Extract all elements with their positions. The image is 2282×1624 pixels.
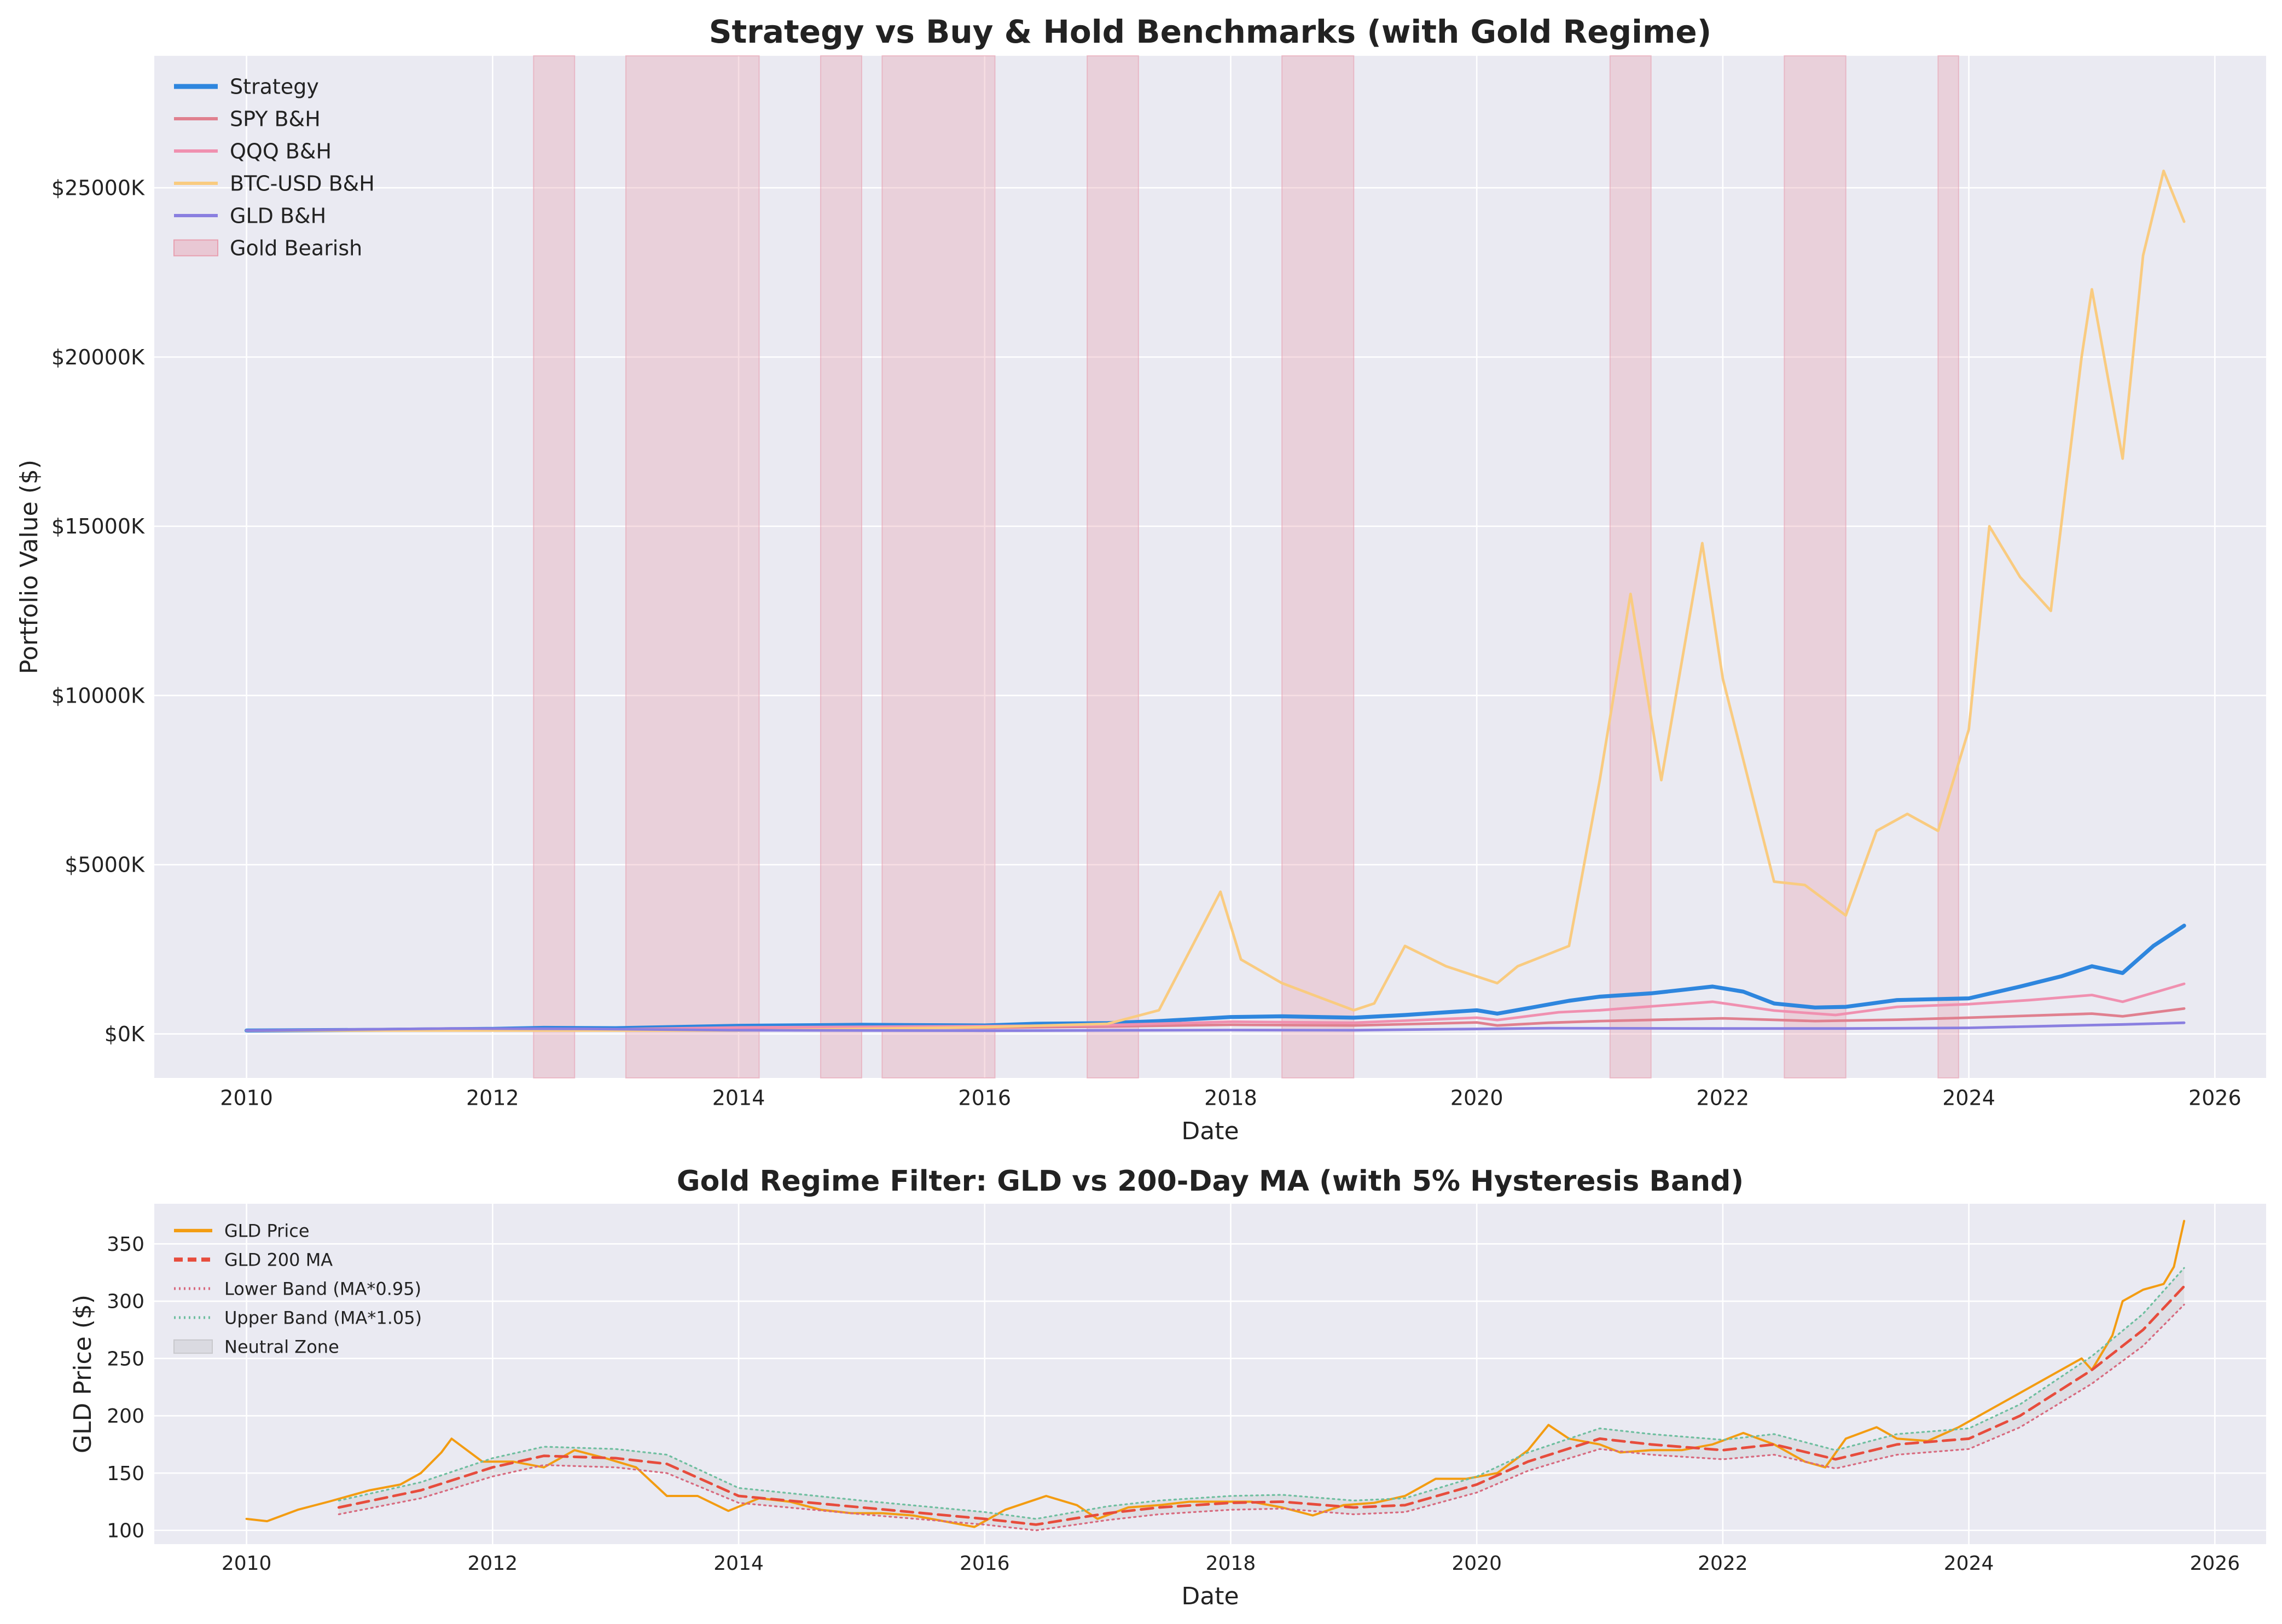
- y-tick-label: $15000K: [51, 514, 145, 538]
- y-tick-label: $10000K: [51, 683, 145, 707]
- gold-bearish-region: [1609, 55, 1652, 1078]
- bottom-plot-area: [154, 1204, 2266, 1544]
- portfolio-value-chart: $0K $5000K $10000K $15000K $20000K $25000K 20…: [15, 13, 2266, 1145]
- top-x-axis-label: Date: [1181, 1117, 1239, 1145]
- legend-label: GLD 200 MA: [224, 1250, 333, 1271]
- x-tick-label: 2020: [1450, 1086, 1503, 1110]
- legend-label: GLD B&H: [230, 204, 326, 228]
- series-line-strategy: [245, 924, 2186, 1033]
- top-x-tick-labels: 2010 2012 2014 2016 2018 2020 2022 2024 2026: [220, 1086, 2241, 1110]
- top-y-tick-labels: $0K $5000K $10000K $15000K $20000K $25000K: [51, 176, 145, 1046]
- legend-label: QQQ B&H: [230, 140, 332, 164]
- x-tick-label: 2016: [960, 1552, 1010, 1575]
- x-tick-label: 2010: [222, 1552, 272, 1575]
- x-tick-label: 2020: [1451, 1552, 1502, 1575]
- legend-label: Lower Band (MA*0.95): [224, 1279, 421, 1300]
- top-chart-title: Strategy vs Buy & Hold Benchmarks (with …: [709, 13, 1711, 50]
- y-tick-label: $20000K: [51, 345, 145, 369]
- x-tick-label: 2024: [1942, 1086, 1995, 1110]
- top-plot-area: [154, 56, 2266, 1078]
- y-tick-label: 150: [107, 1463, 144, 1485]
- x-tick-label: 2012: [468, 1552, 518, 1575]
- gold-bearish-region: [1087, 55, 1139, 1078]
- series-line-gld-b-h: [245, 1021, 2186, 1033]
- legend-swatch-neutral-zone: [173, 1339, 213, 1354]
- x-tick-label: 2024: [1944, 1552, 1994, 1575]
- gold-bearish-region: [533, 55, 576, 1078]
- bottom-y-tick-labels: 100 150 200 250 300 350: [107, 1233, 144, 1542]
- y-tick-label: 250: [107, 1348, 144, 1370]
- legend-label: Gold Bearish: [230, 236, 362, 260]
- series-line-gld-200-ma: [337, 1285, 2186, 1526]
- bottom-gridlines: [154, 1204, 2266, 1544]
- gold-bearish-regions: [533, 55, 1959, 1078]
- gold-bearish-region: [881, 55, 996, 1078]
- y-tick-label: 350: [107, 1233, 144, 1256]
- bottom-chart-title: Gold Regime Filter: GLD vs 200-Day MA (w…: [677, 1165, 1744, 1198]
- legend-label: Strategy: [230, 75, 319, 99]
- bottom-y-axis-label: GLD Price ($): [69, 1295, 97, 1453]
- x-tick-label: 2022: [1697, 1086, 1750, 1110]
- x-tick-label: 2026: [2190, 1552, 2240, 1575]
- x-tick-label: 2026: [2188, 1086, 2242, 1110]
- x-tick-label: 2010: [220, 1086, 273, 1110]
- bottom-series-lines: [245, 1220, 2186, 1532]
- legend-swatch-gold-bearish: [173, 239, 218, 257]
- gold-bearish-region: [820, 55, 862, 1078]
- y-tick-label: 200: [107, 1405, 144, 1428]
- x-tick-label: 2014: [712, 1086, 765, 1110]
- legend-label: GLD Price: [224, 1221, 310, 1242]
- bottom-legend: GLD Price GLD 200 MA Lower Band (MA*0.95) U…: [173, 1221, 422, 1358]
- legend-label: SPY B&H: [230, 107, 321, 131]
- gold-bearish-region: [1784, 55, 1846, 1078]
- x-tick-label: 2014: [713, 1552, 764, 1575]
- x-tick-label: 2016: [958, 1086, 1011, 1110]
- y-tick-label: $0K: [104, 1022, 145, 1046]
- top-series-lines: [245, 169, 2186, 1033]
- bottom-x-axis-label: Date: [1181, 1582, 1239, 1610]
- top-gridlines: [154, 56, 2266, 1078]
- gold-bearish-region: [1281, 55, 1355, 1078]
- legend-label: Upper Band (MA*1.05): [224, 1308, 422, 1329]
- x-tick-label: 2012: [466, 1086, 519, 1110]
- top-legend: Strategy SPY B&H QQQ B&H BTC-USD B&H GLD B&H…: [173, 75, 375, 260]
- y-tick-label: 300: [107, 1291, 144, 1313]
- series-line-btc-usd-b-h: [245, 169, 2186, 1032]
- gold-bearish-region: [1937, 55, 1959, 1078]
- y-tick-label: $25000K: [51, 176, 145, 200]
- x-tick-label: 2022: [1698, 1552, 1748, 1575]
- series-line-upper-band-ma-1-05: [338, 1267, 2185, 1520]
- series-line-qqq-b-h: [245, 982, 2186, 1032]
- legend-label: Neutral Zone: [224, 1337, 339, 1358]
- series-line-lower-band-ma-0-95: [338, 1303, 2185, 1532]
- y-tick-label: 100: [107, 1519, 144, 1542]
- x-tick-label: 2018: [1206, 1552, 1256, 1575]
- bottom-x-tick-labels: 2010 2012 2014 2016 2018 2020 2022 2024 2026: [222, 1552, 2240, 1575]
- legend-label: BTC-USD B&H: [230, 172, 375, 196]
- x-tick-label: 2018: [1204, 1086, 1257, 1110]
- gold-bearish-region: [625, 55, 760, 1078]
- y-tick-label: $5000K: [65, 853, 145, 877]
- top-y-axis-label: Portfolio Value ($): [15, 460, 43, 674]
